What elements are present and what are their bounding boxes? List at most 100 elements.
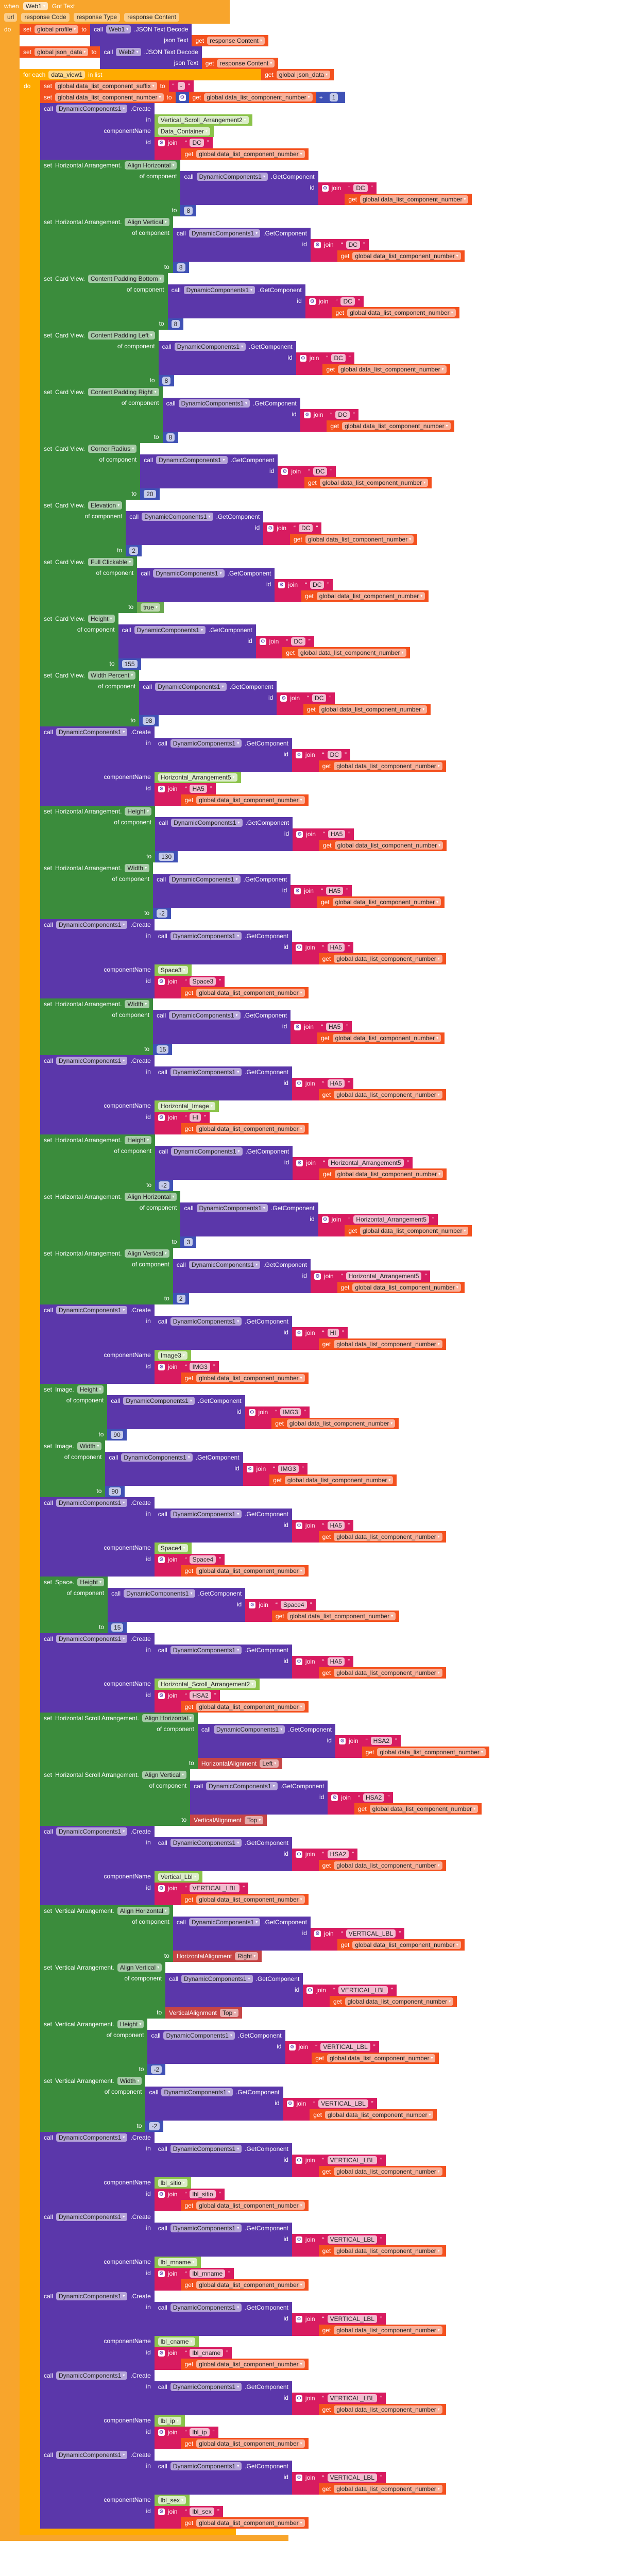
- property-dropdown[interactable]: Align Horizontal ▾: [117, 1907, 169, 1915]
- text-value-field[interactable]: DC: [312, 694, 327, 702]
- variable-dropdown[interactable]: global data_list_component_number ▾: [347, 309, 456, 317]
- join-block[interactable]: ⚙ join “HA5” get global data_list_component_…: [292, 1656, 446, 1679]
- mutator-gear-icon[interactable]: ⚙: [158, 2508, 165, 2515]
- get-component-block[interactable]: call DynamicComponents1 ▾ .GetComponent id ⚙ j…: [162, 398, 454, 432]
- text-value-field[interactable]: DC: [190, 139, 204, 147]
- create-component-block[interactable]: call DynamicComponents1 ▾ .Create in call Dyna…: [40, 2449, 446, 2529]
- get-component-block[interactable]: call DynamicComponents1 ▾ .GetComponent id ⚙ j…: [154, 2223, 446, 2257]
- component-name-dropdown[interactable]: lbl_cname ▾: [158, 2337, 195, 2346]
- component-name-dropdown[interactable]: Horizontal_Scroll_Arrangement2 ▾: [158, 1680, 257, 1688]
- number-field[interactable]: 3: [184, 1238, 193, 1246]
- property-dropdown[interactable]: Width ▾: [77, 1442, 102, 1450]
- text-value-field[interactable]: HSA2: [363, 1793, 385, 1802]
- component-dropdown[interactable]: DynamicComponents1 ▾: [170, 2462, 242, 2470]
- component-dropdown[interactable]: DynamicComponents1 ▾: [153, 569, 225, 578]
- text-block[interactable]: “ DC ”: [345, 182, 377, 194]
- get-variable-block[interactable]: get global data_list_component_number ▾: [319, 840, 447, 851]
- text-value-field[interactable]: DC: [310, 581, 324, 589]
- text-block[interactable]: “ Space3 ”: [181, 976, 225, 987]
- variable-dropdown[interactable]: global data_list_component_number ▾: [316, 592, 425, 600]
- event-component-dropdown[interactable]: Web1 ▾: [23, 2, 48, 10]
- component-dropdown[interactable]: DynamicComponents1 ▾: [171, 1147, 243, 1156]
- get-component-block[interactable]: call DynamicComponents1 ▾ .GetComponent id ⚙ j…: [126, 511, 418, 545]
- enum-block[interactable]: HorizontalAlignment Right ▾: [173, 1951, 262, 1962]
- get-component-block[interactable]: call DynamicComponents1 ▾ .GetComponent id ⚙ j…: [165, 1973, 457, 2007]
- mutator-gear-icon[interactable]: ⚙: [331, 1794, 338, 1801]
- variable-dropdown[interactable]: global data_list_component_number ▾: [334, 955, 442, 963]
- set-property-block[interactable]: set Card View. Height ▾ of component call Dyna…: [40, 613, 410, 670]
- component-dropdown[interactable]: DynamicComponents1 ▾: [213, 1725, 285, 1734]
- get-variable-block[interactable]: get global data_list_component_number ▾: [303, 704, 431, 715]
- variable-dropdown[interactable]: global data_list_component_number ▾: [360, 195, 469, 204]
- join-block[interactable]: ⚙ join “HA5” get global data_list_component_…: [292, 1520, 446, 1543]
- get-component-block[interactable]: call DynamicComponents1 ▾ .GetComponent id ⚙ j…: [154, 2143, 446, 2177]
- get-component-block[interactable]: call DynamicComponents1 ▾ .GetComponent id ⚙ j…: [158, 341, 450, 375]
- property-dropdown[interactable]: Content Padding Right ▾: [88, 388, 159, 396]
- component-name-dropdown[interactable]: lbl_sitio ▾: [158, 2179, 187, 2187]
- text-value-field[interactable]: VERTICAL_LBL: [327, 2394, 378, 2402]
- number-field[interactable]: 8: [184, 207, 193, 215]
- component-dropdown[interactable]: DynamicComponents1 ▾: [169, 1011, 241, 1020]
- mutator-gear-icon[interactable]: ⚙: [281, 468, 288, 475]
- enum-dropdown[interactable]: Left ▾: [260, 1759, 279, 1768]
- enum-dropdown[interactable]: Top ▾: [244, 1816, 264, 1824]
- mutator-gear-icon[interactable]: ⚙: [295, 1658, 302, 1665]
- component-dropdown[interactable]: DynamicComponents1 ▾: [170, 2145, 242, 2153]
- set-property-block[interactable]: set Vertical Arrangement. Align Vertical ▾ o…: [40, 1962, 457, 2019]
- component-dropdown[interactable]: DynamicComponents1 ▾: [189, 229, 261, 238]
- loop-variable-field[interactable]: data_view1: [48, 71, 86, 79]
- variable-dropdown[interactable]: global data_list_component_number ▾: [342, 422, 451, 430]
- variable-dropdown[interactable]: global data_list_component_number ▾: [334, 762, 442, 770]
- text-block[interactable]: “ VERTICAL_LBL ”: [329, 1985, 397, 1996]
- variable-dropdown[interactable]: global data_list_component_number ▾: [298, 649, 406, 657]
- mutator-gear-icon[interactable]: ⚙: [295, 1522, 302, 1529]
- component-dropdown[interactable]: DynamicComponents1 ▾: [163, 2031, 235, 2040]
- component-dropdown[interactable]: DynamicComponents1 ▾: [134, 626, 206, 634]
- get-variable-block[interactable]: get global data_list_component_number ▾: [301, 590, 429, 602]
- mutator-gear-icon[interactable]: ⚙: [158, 2191, 165, 2198]
- get-variable-block[interactable]: get global data_list_component_number ▾: [322, 364, 450, 375]
- text-value-field[interactable]: DC: [299, 524, 313, 532]
- text-block[interactable]: “ lbl_ip ”: [181, 2427, 218, 2438]
- get-variable-block[interactable]: get global data_list_component_number ▾: [181, 1123, 309, 1134]
- json-decode-block[interactable]: call Web2 ▾ .JSON Text Decode json Text get re…: [100, 46, 279, 69]
- variable-dropdown[interactable]: global data_list_component_number ▾: [196, 1703, 305, 1711]
- variable-dropdown[interactable]: global data_list_component_number ▾: [334, 1669, 442, 1677]
- enum-dropdown[interactable]: Right ▾: [235, 1952, 259, 1960]
- join-block[interactable]: ⚙ join “HI” get global data_list_component_n…: [154, 1112, 309, 1134]
- text-block[interactable]: “ VERTICAL_LBL ”: [312, 2041, 379, 2053]
- join-block[interactable]: ⚙ join “VERTICAL_LBL” get global data_list_c…: [303, 1985, 457, 2007]
- component-dropdown[interactable]: DynamicComponents1 ▾: [56, 2292, 128, 2300]
- join-block[interactable]: ⚙ join “HA5” get global data_list_component_…: [292, 942, 446, 964]
- set-property-block[interactable]: set Horizontal Arrangement. Align Horizont…: [40, 160, 472, 216]
- property-dropdown[interactable]: Align Horizontal ▾: [142, 1714, 194, 1722]
- create-component-block[interactable]: call DynamicComponents1 ▾ .Create in call Dyna…: [40, 726, 446, 806]
- component-block[interactable]: Data_Container ▾: [154, 126, 214, 137]
- get-variable-block[interactable]: get global data_list_component_number ▾: [181, 148, 309, 160]
- create-component-block[interactable]: call DynamicComponents1 ▾ .Create in call Dyna…: [40, 2291, 446, 2370]
- get-variable-block[interactable]: get global data_list_component_number ▾: [282, 647, 410, 658]
- join-block[interactable]: ⚙ join “HI” get global data_list_component_n…: [292, 1327, 446, 1350]
- property-dropdown[interactable]: Width ▾: [125, 864, 150, 872]
- mutator-gear-icon[interactable]: ⚙: [294, 1023, 301, 1030]
- component-dropdown[interactable]: DynamicComponents1 ▾: [56, 105, 128, 113]
- json-decode-block[interactable]: call Web1 ▾ .JSON Text Decode json Text get re…: [90, 24, 268, 46]
- text-value-field[interactable]: Horizontal_Arrangement5: [346, 1272, 422, 1280]
- number-field[interactable]: 2: [176, 1295, 185, 1303]
- join-block[interactable]: ⚙ join “HA5” get global data_list_component_…: [292, 1078, 446, 1100]
- get-variable-block[interactable]: get global data_list_component_number ▾: [181, 1701, 309, 1713]
- join-block[interactable]: ⚙ join “VERTICAL_LBL” get global data_list_c…: [292, 2155, 446, 2177]
- number-block[interactable]: 15: [108, 1622, 127, 1633]
- text-block[interactable]: “ VERTICAL_LBL ”: [318, 2155, 386, 2166]
- component-name-dropdown[interactable]: Space4 ▾: [158, 1544, 188, 1552]
- get-variable-block[interactable]: get global data_list_component_number ▾: [318, 1338, 446, 1350]
- create-component-block[interactable]: call DynamicComponents1 ▾ .Create in call Dyna…: [40, 1633, 446, 1713]
- join-block[interactable]: ⚙ join “VERTICAL_LBL” get global data_list_c…: [154, 1883, 309, 1905]
- mutator-gear-icon[interactable]: ⚙: [158, 2349, 165, 2357]
- number-block[interactable]: 8: [173, 262, 189, 273]
- text-value-field[interactable]: IMG3: [280, 1408, 301, 1416]
- text-block[interactable]: “ DC ”: [327, 409, 358, 420]
- get-variable-block[interactable]: get global data_list_component_number ▾: [181, 2438, 309, 2449]
- variable-dropdown[interactable]: global data_list_component_number ▾: [196, 1374, 305, 1382]
- component-dropdown[interactable]: DynamicComponents1 ▾: [56, 2213, 128, 2221]
